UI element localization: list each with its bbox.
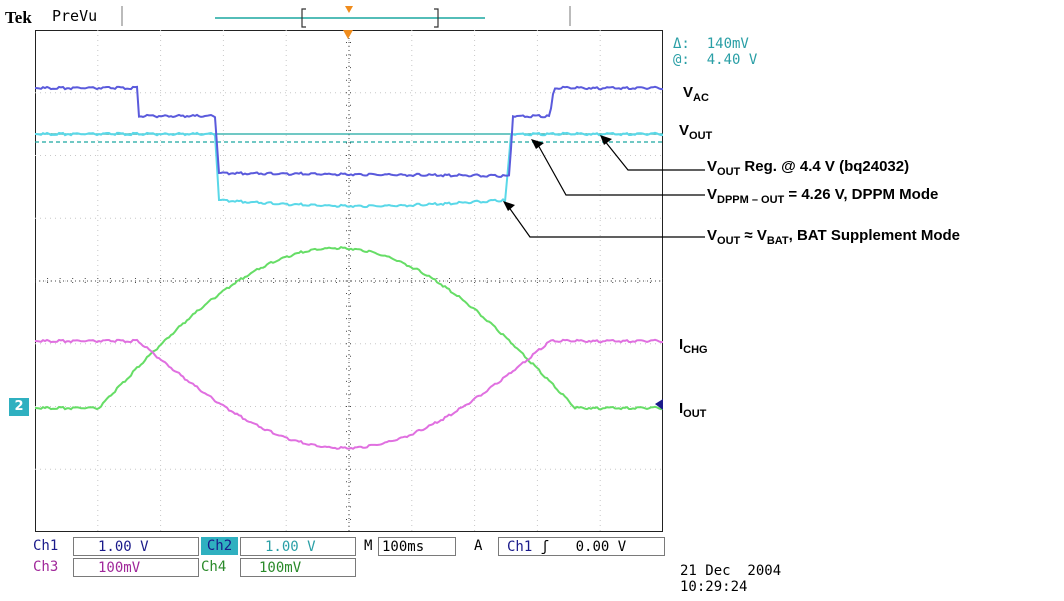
ch2-label[interactable]: Ch2 (201, 537, 238, 555)
trigger-slope-icon: ʃ (540, 539, 550, 555)
timebase-label: M (364, 538, 373, 554)
ch4-label[interactable]: Ch4 (201, 559, 227, 575)
trigger-source: Ch1 (507, 539, 533, 555)
iout-trace (35, 245, 663, 411)
ch1-label[interactable]: Ch1 (33, 538, 59, 554)
time-text: 10:29:24 (680, 579, 748, 595)
at-value: 4.40 V (706, 52, 758, 68)
label-vbat: VOUT ≈ VBAT, BAT Supplement Mode (707, 227, 961, 247)
timestamp: 21 Dec 2004 10:29:24 (680, 563, 781, 595)
waveform-display[interactable] (35, 30, 663, 532)
graticule-center (35, 30, 663, 532)
ch4-scale[interactable]: 100mV (240, 558, 356, 577)
label-vac: VAC (683, 84, 709, 104)
record-view-indicator (121, 6, 571, 28)
ch2-scale[interactable]: 1.00 V (240, 537, 356, 556)
ch3-label[interactable]: Ch3 (33, 559, 59, 575)
label-vdppm: VDPPM – OUT = 4.26 V, DPPM Mode (707, 186, 939, 206)
delta-label: Δ: (673, 36, 690, 52)
ichg-trace (35, 338, 663, 450)
brand-logo: Tek (5, 8, 32, 27)
label-vout-reg: VOUT Reg. @ 4.4 V (bq24032) (707, 158, 910, 178)
acquisition-status: PreVu (52, 7, 98, 25)
ch3-scale[interactable]: 100mV (73, 558, 199, 577)
ch1-scale[interactable]: 1.00 V (73, 537, 199, 556)
trigger-level: 0.00 V (575, 539, 627, 555)
timebase-value[interactable]: 100ms (378, 537, 456, 556)
trigger-marker-icon (343, 30, 353, 39)
cursor-readout: Δ: 140mV @: 4.40 V (673, 36, 757, 68)
settings-bar: Ch1 1.00 V Ch2 1.00 V M 100ms A Ch1 ʃ 0.… (33, 537, 665, 579)
delta-value: 140mV (706, 36, 749, 52)
ch2-ground-marker: 2 (9, 398, 29, 416)
trigger-settings[interactable]: Ch1 ʃ 0.00 V (498, 537, 665, 556)
label-ichg: ICHG (679, 336, 708, 356)
label-iout: IOUT (679, 400, 707, 420)
at-label: @: (673, 52, 690, 68)
vac-trace (35, 85, 663, 178)
date-text: 21 Dec 2004 (680, 563, 782, 579)
label-vout: VOUT (679, 122, 713, 142)
vout-trace (35, 131, 663, 209)
trigger-label: A (474, 538, 483, 554)
trigger-position-icon (345, 6, 353, 13)
ch-level-marker-icon (655, 399, 663, 410)
top-bar: Tek PreVu (0, 0, 1064, 30)
